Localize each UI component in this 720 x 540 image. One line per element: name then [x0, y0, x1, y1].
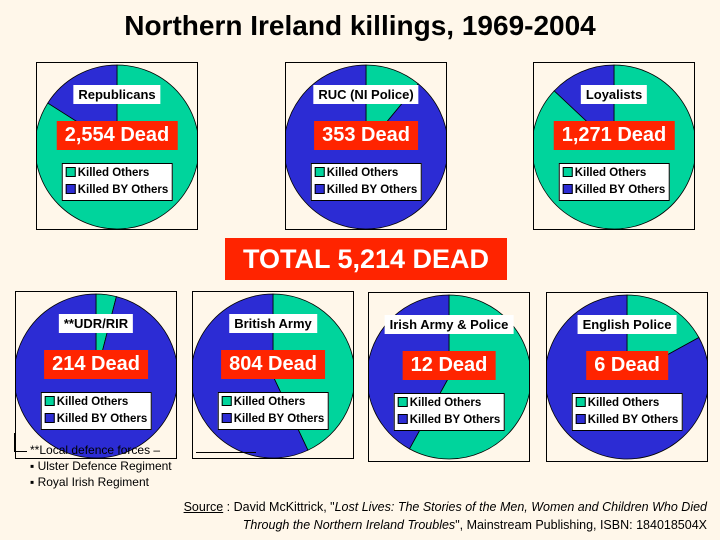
source-book-title: Lost Lives: The Stories of the Men, Wome… [334, 500, 707, 514]
legend-label: Killed Others [233, 396, 306, 408]
legend-item-killed-others: Killed Others [65, 165, 169, 182]
legend-item-killed-by-others: Killed BY Others [575, 412, 679, 429]
dead-count-label: 2,554 Dead [56, 121, 178, 150]
legend-swatch [397, 397, 408, 407]
legend-swatch [221, 396, 232, 406]
footnote-heading: **Local defence forces – [30, 443, 161, 457]
legend: Killed Others Killed BY Others [217, 392, 329, 430]
dead-count-label: 214 Dead [44, 350, 148, 379]
legend-label: Killed Others [587, 397, 660, 409]
footnote-item: ▪ Ulster Defence Regiment [30, 459, 172, 473]
source-publisher: ", Mainstream Publishing, ISBN: 18401850… [455, 518, 707, 532]
legend-swatch [562, 184, 573, 194]
legend: Killed Others Killed BY Others [61, 163, 173, 201]
pie-panel: British Army 804 Dead Killed Others Kill… [192, 291, 354, 459]
legend-swatch [562, 167, 573, 177]
legend-item-killed-by-others: Killed BY Others [65, 182, 169, 199]
source-citation: Source : David McKittrick, "Lost Lives: … [184, 498, 707, 534]
pie-title: Loyalists [580, 85, 648, 104]
total-dead-label: TOTAL 5,214 DEAD [225, 238, 507, 280]
pie-title: **UDR/RIR [58, 314, 134, 333]
legend-item-killed-by-others: Killed BY Others [562, 182, 666, 199]
legend-item-killed-by-others: Killed BY Others [44, 411, 148, 428]
pie-title: Republicans [73, 85, 161, 104]
legend-swatch [397, 414, 408, 424]
legend-item-killed-others: Killed Others [221, 394, 325, 411]
legend-item-killed-others: Killed Others [44, 394, 148, 411]
legend-item-killed-others: Killed Others [562, 165, 666, 182]
legend: Killed Others Killed BY Others [393, 393, 505, 431]
legend-label: Killed Others [574, 167, 647, 179]
source-label: Source [183, 500, 224, 514]
dead-count-label: 804 Dead [221, 350, 325, 379]
pie-title: British Army [229, 314, 317, 333]
legend-swatch [44, 396, 55, 406]
dead-count-label: 1,271 Dead [553, 121, 675, 150]
legend-swatch [314, 184, 325, 194]
legend-label: Killed BY Others [409, 414, 501, 426]
footnote-item: ▪ Royal Irish Regiment [30, 475, 149, 489]
legend: Killed Others Killed BY Others [571, 393, 683, 431]
pie-panel: Loyalists 1,271 Dead Killed Others Kille… [533, 62, 695, 230]
legend-swatch [575, 397, 586, 407]
note-divider [196, 452, 256, 453]
source-book-title-cont: Through the Northern Ireland Troubles [242, 518, 456, 532]
pie-panel: English Police 6 Dead Killed Others Kill… [546, 292, 708, 462]
pie-title: English Police [577, 315, 677, 334]
legend: Killed Others Killed BY Others [40, 392, 152, 430]
legend-swatch [221, 413, 232, 423]
source-text: : David McKittrick, " [223, 500, 335, 514]
legend-label: Killed BY Others [56, 413, 148, 425]
footnote: **Local defence forces – ▪ Ulster Defenc… [30, 442, 172, 490]
pie-panel: Irish Army & Police 12 Dead Killed Other… [368, 292, 530, 462]
legend-item-killed-others: Killed Others [314, 165, 418, 182]
legend-item-killed-by-others: Killed BY Others [397, 412, 501, 429]
pie-panel: RUC (NI Police) 353 Dead Killed Others K… [285, 62, 447, 230]
legend-label: Killed BY Others [587, 414, 679, 426]
pie-panel: Republicans 2,554 Dead Killed Others Kil… [36, 62, 198, 230]
legend-item-killed-others: Killed Others [397, 395, 501, 412]
legend-label: Killed BY Others [233, 413, 325, 425]
legend-swatch [575, 414, 586, 424]
legend-item-killed-others: Killed Others [575, 395, 679, 412]
page-title: Northern Ireland killings, 1969-2004 [124, 10, 596, 41]
legend-item-killed-by-others: Killed BY Others [221, 411, 325, 428]
legend-label: Killed Others [409, 397, 482, 409]
legend-label: Killed Others [56, 396, 129, 408]
legend-swatch [314, 167, 325, 177]
legend-label: Killed BY Others [326, 184, 418, 196]
dead-count-label: 12 Dead [402, 351, 496, 380]
legend-label: Killed Others [326, 167, 399, 179]
legend: Killed Others Killed BY Others [558, 163, 670, 201]
legend: Killed Others Killed BY Others [310, 163, 422, 201]
legend-item-killed-by-others: Killed BY Others [314, 182, 418, 199]
legend-label: Killed Others [77, 167, 150, 179]
note-bracket [14, 433, 27, 452]
legend-label: Killed BY Others [77, 184, 169, 196]
pie-title: RUC (NI Police) [313, 85, 419, 104]
legend-swatch [44, 413, 55, 423]
dead-count-label: 353 Dead [314, 121, 418, 150]
legend-swatch [65, 184, 76, 194]
legend-swatch [65, 167, 76, 177]
dead-count-label: 6 Dead [586, 351, 668, 380]
legend-label: Killed BY Others [574, 184, 666, 196]
pie-title: Irish Army & Police [384, 315, 514, 334]
pie-panel: **UDR/RIR 214 Dead Killed Others Killed … [15, 291, 177, 459]
